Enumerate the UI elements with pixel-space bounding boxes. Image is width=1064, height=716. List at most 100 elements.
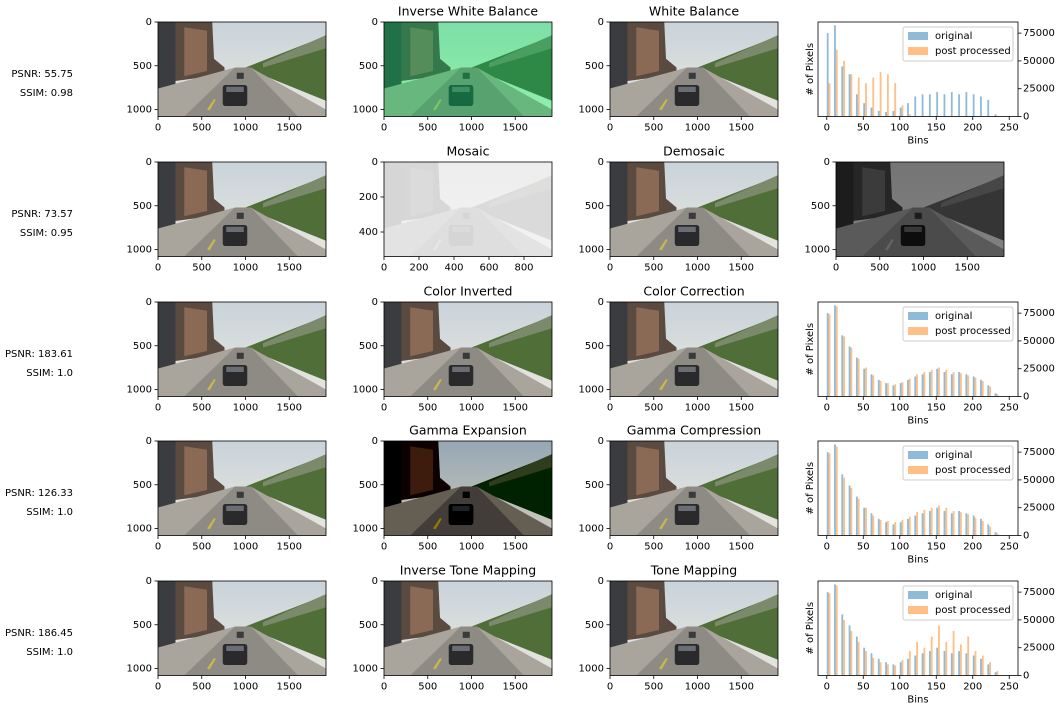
histogram-bar — [980, 658, 982, 676]
x-tick-label: 50 — [857, 123, 870, 134]
y-tick-label: 200 — [359, 192, 378, 203]
histogram-bar — [923, 647, 926, 676]
histogram-bar — [877, 658, 880, 676]
y-tick-label: 500 — [133, 620, 152, 631]
histogram-bar — [892, 524, 895, 536]
histogram-bar — [843, 619, 846, 676]
x-tick-label: 1500 — [277, 542, 302, 553]
y-tick-label: 1000 — [127, 524, 152, 535]
histogram-bar — [901, 519, 904, 536]
x-tick-label: 1500 — [277, 263, 302, 274]
image — [158, 581, 326, 676]
panel-title: Color Correction — [643, 284, 744, 299]
y-tick-label: 0 — [598, 157, 604, 168]
histogram-bar — [865, 507, 867, 536]
histogram-bar — [850, 631, 853, 676]
panel-title: Demosaic — [663, 144, 725, 159]
x-tick-label: 100 — [890, 682, 909, 693]
x-tick-label: 500 — [644, 542, 663, 553]
image — [384, 22, 552, 117]
histogram-bar — [863, 507, 866, 536]
y-tick-label: 0 — [146, 297, 152, 308]
histogram-bar — [870, 374, 873, 397]
histogram-bar — [945, 507, 948, 536]
y-tick-label: 1000 — [127, 385, 152, 396]
legend-swatch — [908, 32, 928, 40]
x-tick-label: 1500 — [729, 263, 754, 274]
y-tick-label: 500 — [359, 341, 378, 352]
x-tick-label: 150 — [927, 542, 946, 553]
histogram-bar — [894, 522, 897, 536]
histogram-bar — [959, 644, 962, 676]
y-tick-label: 25000 — [1023, 503, 1055, 514]
axes-frame — [157, 440, 327, 536]
histogram-bar — [921, 94, 924, 117]
histogram-bar — [974, 651, 977, 676]
axes-frame — [157, 161, 327, 257]
histogram-bar — [987, 385, 990, 397]
x-tick-label: 0 — [607, 682, 613, 693]
histogram-bar — [835, 306, 838, 397]
x-tick-label: 150 — [927, 123, 946, 134]
ssim-label: SSIM: 1.0 — [26, 647, 73, 658]
x-tick-label: 0 — [155, 123, 161, 134]
y-tick-label: 500 — [359, 480, 378, 491]
histogram-bar — [885, 522, 887, 536]
histogram-bar — [958, 651, 960, 676]
y-tick-label: 0 — [372, 157, 378, 168]
histogram-bar — [965, 92, 968, 117]
x-tick-label: 0 — [833, 263, 839, 274]
histogram-bar — [892, 385, 895, 397]
x-tick-label: 800 — [514, 263, 533, 274]
x-tick-label: 250 — [1000, 542, 1019, 553]
x-tick-label: 500 — [644, 682, 663, 693]
legend-box — [902, 585, 1014, 621]
image — [158, 22, 326, 117]
histogram-bar — [835, 446, 838, 536]
histogram-bar — [857, 77, 860, 117]
histogram-bar — [865, 83, 867, 117]
x-tick-label: 1500 — [729, 123, 754, 134]
histogram-bar — [901, 382, 904, 397]
y-tick-label: 50000 — [1023, 56, 1055, 67]
histogram-bar — [843, 477, 846, 536]
histogram-bar — [828, 593, 831, 676]
x-tick-label: 250 — [1000, 123, 1019, 134]
histogram-bar — [848, 625, 851, 676]
y-tick-label: 1000 — [353, 105, 378, 116]
y-axis-label: # of Pixels — [805, 462, 816, 515]
histogram-bar — [959, 512, 962, 536]
y-tick-label: 0 — [146, 576, 152, 587]
axes-frame — [157, 301, 327, 397]
legend-swatch — [908, 47, 928, 55]
histogram-bar — [872, 657, 875, 676]
histogram-bar — [936, 368, 939, 397]
x-tick-label: 500 — [418, 542, 437, 553]
histogram-bar — [972, 515, 975, 536]
histogram-bar — [974, 377, 977, 397]
histogram-bar — [928, 372, 931, 397]
x-tick-label: 500 — [192, 682, 211, 693]
histogram-bar — [907, 658, 909, 676]
histogram-bar — [952, 372, 955, 397]
histogram-bar — [848, 74, 851, 117]
histogram-bar — [834, 444, 836, 536]
x-tick-label: 150 — [927, 403, 946, 414]
y-tick-label: 75000 — [1023, 587, 1055, 598]
y-tick-label: 0 — [372, 576, 378, 587]
histogram-bar — [879, 662, 882, 676]
histogram-bar — [908, 378, 911, 397]
x-tick-label: 250 — [1000, 403, 1019, 414]
histogram-bar — [972, 94, 975, 117]
histogram-bar — [987, 664, 990, 676]
histogram-bar — [908, 516, 911, 536]
y-tick-label: 500 — [585, 620, 604, 631]
y-tick-label: 500 — [359, 61, 378, 72]
x-tick-label: 1000 — [685, 542, 710, 553]
histogram-bar — [885, 662, 887, 676]
y-tick-label: 500 — [359, 620, 378, 631]
histogram-bar — [886, 74, 889, 117]
histogram-bar — [835, 49, 838, 117]
histogram-bar — [996, 394, 999, 397]
x-tick-label: 0 — [155, 403, 161, 414]
